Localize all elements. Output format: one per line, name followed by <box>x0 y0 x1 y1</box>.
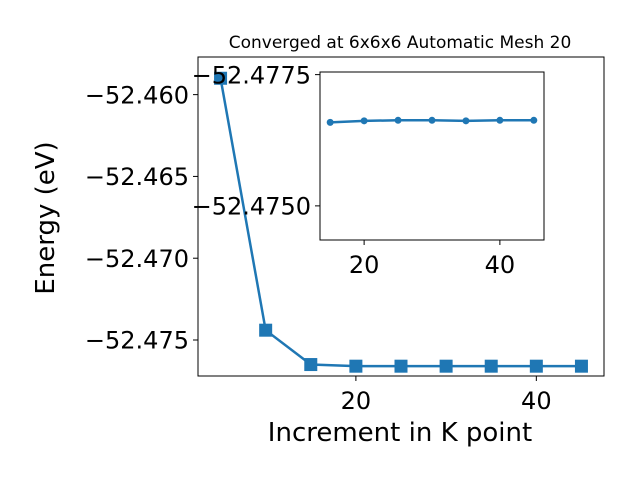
data-point <box>394 359 408 373</box>
inset-y-tick-label: −52.4775 <box>192 61 311 89</box>
inset-plot-frame <box>319 71 545 241</box>
x-tick-label: 40 <box>521 387 552 415</box>
inset-data-point <box>496 116 504 124</box>
inset-y-tick-label: −52.4750 <box>192 193 311 221</box>
inset-x-tick-label: 20 <box>349 251 380 279</box>
inset-data-point <box>394 116 402 124</box>
data-point <box>484 359 498 373</box>
y-tick-label: −52.475 <box>85 327 189 355</box>
y-tick-label: −52.470 <box>85 245 189 273</box>
data-point <box>574 359 588 373</box>
inset-x-tick-label: 40 <box>485 251 516 279</box>
data-point <box>439 359 453 373</box>
inset-data-point <box>530 116 538 124</box>
data-point <box>259 323 273 337</box>
y-tick-label: −52.465 <box>85 163 189 191</box>
data-point <box>529 359 543 373</box>
chart-title: Converged at 6x6x6 Automatic Mesh 20 <box>229 33 572 53</box>
x-tick-label: 20 <box>341 387 372 415</box>
data-point <box>304 358 318 372</box>
data-point <box>214 71 228 85</box>
inset-data-point <box>428 116 436 124</box>
x-axis-label: Increment in K point <box>268 418 532 448</box>
inset-data-point <box>462 117 470 125</box>
inset-data-point <box>360 117 368 125</box>
data-point <box>349 359 363 373</box>
inset-data-point <box>326 118 334 126</box>
y-tick-label: −52.460 <box>85 81 189 109</box>
inset-plot: 20 40 −52.4775 −52.4750 <box>192 61 545 279</box>
y-axis-label: Energy (eV) <box>31 141 61 294</box>
